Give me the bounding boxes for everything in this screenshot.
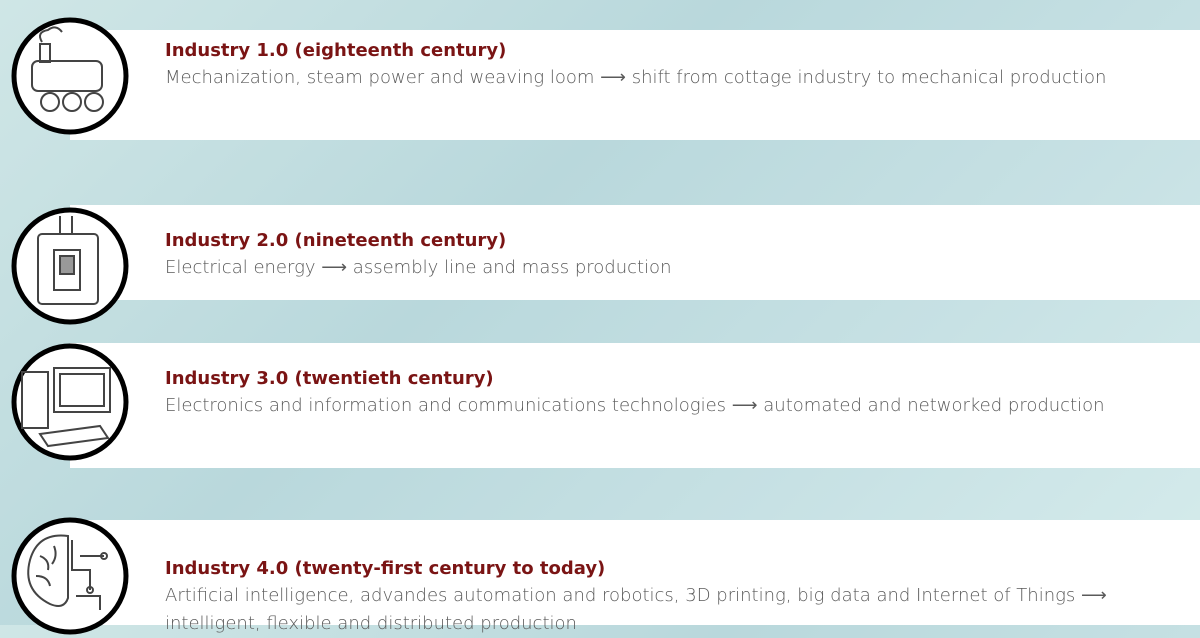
item-description: Artificial intelligence, advandes automa… (165, 582, 1165, 638)
item: Industry 1.0 (eighteenth century) Mechan… (165, 38, 1165, 92)
steam-train-icon (10, 16, 130, 136)
page: Industry 1.0 (eighteenth century) Mechan… (0, 0, 1200, 625)
item-description: Electronics and information and communic… (165, 392, 1165, 420)
item-description: Electrical energy ⟶ assembly line and ma… (165, 254, 1165, 282)
computer-icon (10, 342, 130, 462)
item: Industry 2.0 (nineteenth century) Electr… (165, 228, 1165, 282)
brain-circuit-icon (10, 516, 130, 636)
item: Industry 4.0 (twenty-first century to to… (165, 556, 1165, 638)
item-title: Industry 2.0 (nineteenth century) (165, 228, 1165, 254)
item-title: Industry 3.0 (twentieth century) (165, 366, 1165, 392)
switch-icon (10, 206, 130, 326)
item-description: Mechanization, steam power and weaving l… (165, 64, 1165, 92)
item: Industry 3.0 (twentieth century) Electro… (165, 366, 1165, 420)
item-title: Industry 4.0 (twenty-first century to to… (165, 556, 1165, 582)
item-title: Industry 1.0 (eighteenth century) (165, 38, 1165, 64)
